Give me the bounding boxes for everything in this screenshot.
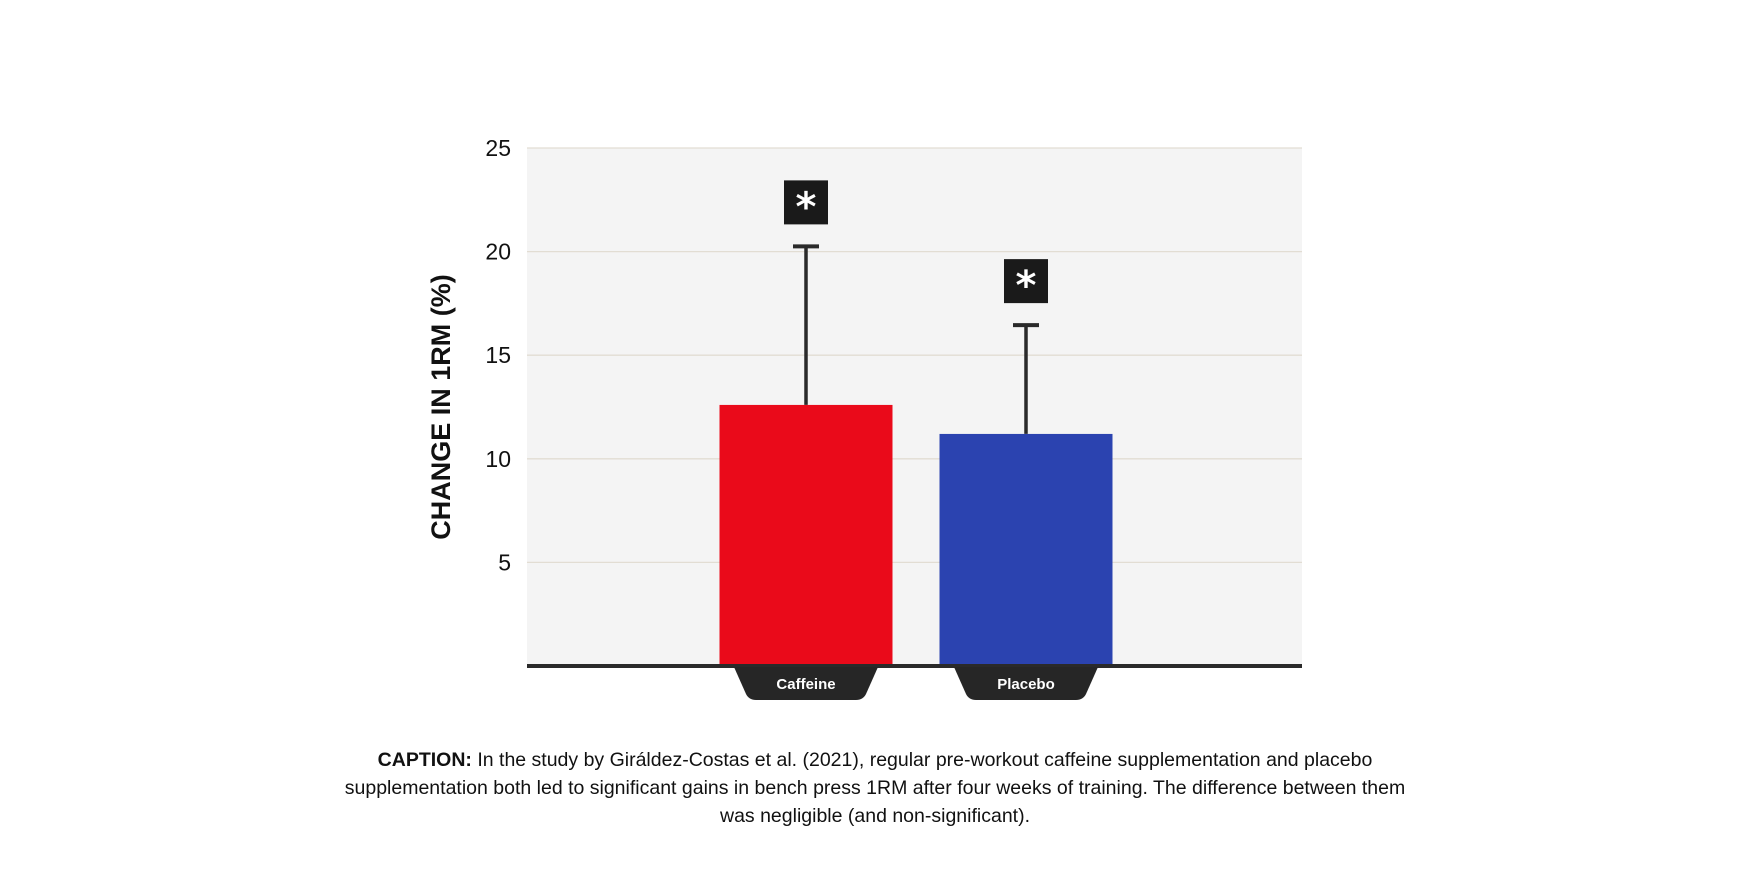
x-tick-label: Caffeine — [776, 676, 835, 693]
x-tick-label: Placebo — [997, 676, 1055, 693]
caption-label: CAPTION: — [377, 749, 472, 771]
y-tick-label: 20 — [485, 239, 511, 265]
y-tick-label: 25 — [485, 135, 511, 161]
significance-marker: * — [1016, 263, 1037, 309]
bar-caffeine — [719, 404, 893, 666]
category-tab — [734, 667, 878, 700]
plot-background — [527, 148, 1302, 666]
bar-placebo — [939, 433, 1113, 666]
significance-marker-box — [784, 180, 828, 225]
significance-marker-box — [1004, 259, 1048, 304]
category-tab — [954, 667, 1098, 700]
y-tick-label: 15 — [485, 342, 511, 368]
y-tick-label: 5 — [498, 549, 511, 575]
significance-marker: * — [796, 184, 817, 230]
y-tick-label: 10 — [485, 446, 511, 472]
caption-text: In the study by Giráldez-Costas et al. (… — [344, 749, 1406, 827]
y-axis-label: CHANGE IN 1RM (%) — [426, 274, 456, 540]
caption: CAPTION: In the study by Giráldez-Costas… — [330, 746, 1420, 830]
